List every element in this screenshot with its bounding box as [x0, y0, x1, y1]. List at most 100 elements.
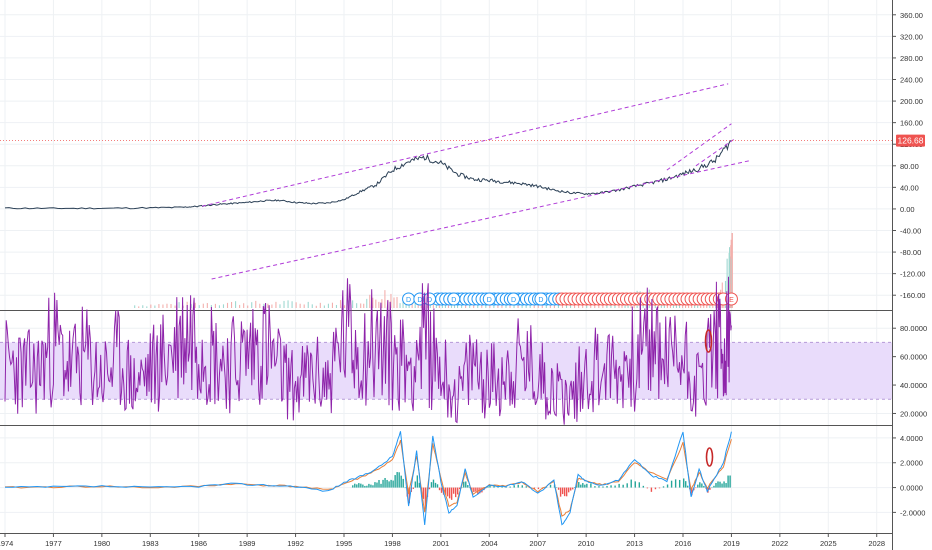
event-marker[interactable] [447, 292, 461, 306]
volume-bar [390, 293, 392, 308]
histogram-bar [687, 485, 689, 488]
volume-bar [307, 301, 309, 308]
histogram-bar [525, 486, 528, 488]
histogram-bar [563, 487, 566, 497]
y-tick-label: 0.00 [900, 205, 915, 214]
histogram-bar [517, 484, 519, 488]
time-axis[interactable]: 1974 1977 1980 1983 1986 1989 1992 1995 1998 2001… [0, 533, 885, 548]
macd-panel[interactable] [4, 431, 732, 526]
x-tick-label: 2004 [481, 539, 498, 548]
volume-bar [154, 305, 156, 308]
volume-bar [194, 302, 196, 308]
histogram-bar [654, 487, 657, 490]
histogram-bar [713, 485, 715, 488]
histogram-bar [446, 487, 449, 497]
histogram-bar [487, 486, 489, 488]
grid [0, 0, 892, 533]
volume-bar [521, 303, 523, 308]
volume-bar [339, 300, 342, 308]
y-tick-label: 0.0000 [900, 484, 923, 493]
volume-bar [235, 301, 237, 308]
histogram-bar [416, 475, 419, 488]
histogram-bar [674, 479, 677, 488]
trendline[interactable] [201, 83, 729, 207]
event-marker-label: E [729, 297, 734, 304]
histogram-bar [392, 480, 394, 488]
trendline[interactable] [666, 123, 732, 171]
last-price-badge[interactable]: 126.68 [896, 134, 925, 147]
histogram-bar [695, 487, 697, 489]
volume-bar [335, 304, 338, 308]
x-tick-label: 1983 [142, 539, 159, 548]
histogram-bar [598, 486, 600, 488]
event-marker-label: D [487, 297, 492, 304]
event-marker[interactable] [534, 292, 548, 306]
histogram-bar [394, 475, 396, 488]
histogram-bar [701, 483, 703, 488]
x-tick-label: 2016 [675, 539, 692, 548]
rsi-annotation-ellipse [704, 329, 713, 353]
volume-bar [411, 300, 413, 308]
volume-bar [134, 305, 136, 308]
volume-bar [311, 304, 313, 308]
histogram-bar [622, 484, 624, 488]
histogram-bar [727, 475, 729, 488]
x-tick-label: 2028 [868, 539, 885, 548]
volume-bar [729, 256, 731, 308]
y-tick-label: -120.00 [900, 270, 925, 279]
histogram-bar [362, 484, 364, 488]
volume-bar [549, 303, 551, 308]
trendline[interactable] [695, 138, 735, 167]
macd-line [5, 431, 732, 526]
x-tick-label: 1995 [336, 539, 353, 548]
volume-bar [251, 302, 253, 308]
event-marker-label: D [511, 297, 516, 304]
event-marker[interactable] [482, 292, 496, 306]
histogram-bar [570, 487, 572, 491]
x-tick-label: 2025 [820, 539, 837, 548]
volume-bar [174, 305, 176, 308]
x-tick-label: 1980 [94, 539, 111, 548]
histogram-bar [725, 483, 727, 488]
volume-bar [186, 301, 188, 308]
volume-bar [323, 305, 325, 308]
histogram-bar [450, 487, 453, 500]
histogram-bar [630, 479, 632, 488]
trendline[interactable] [211, 159, 751, 280]
histogram-bar [642, 485, 645, 488]
histogram-bar [703, 485, 705, 488]
histogram-bar [711, 487, 713, 489]
histogram-bar [382, 479, 384, 488]
histogram-bar [584, 484, 586, 488]
histogram-bar [658, 487, 661, 489]
histogram-bar [578, 482, 580, 488]
histogram-bar [354, 483, 356, 488]
histogram-bar [717, 481, 719, 488]
histogram-bar [565, 487, 568, 497]
trendlines[interactable] [201, 83, 751, 280]
volume-bar [239, 304, 241, 308]
rsi-panel[interactable] [0, 276, 892, 425]
histogram-bar [685, 481, 687, 488]
histogram-bar [386, 479, 388, 488]
volume-bar [226, 302, 229, 308]
histogram-bar [489, 484, 491, 488]
y-tick-label: -40.00 [900, 227, 921, 236]
histogram-bar [459, 487, 461, 490]
event-marker[interactable] [507, 292, 520, 306]
volume-bar [162, 304, 164, 308]
volume-bar [222, 304, 225, 308]
histogram-bar [709, 487, 711, 490]
histogram-bar [606, 485, 608, 488]
histogram-bar [454, 487, 457, 498]
histogram-bar [513, 485, 515, 488]
event-marker-label: D [406, 297, 411, 304]
event-marker-label: D [451, 297, 456, 304]
x-tick-label: 2007 [529, 539, 546, 548]
event-marker-label: D [538, 297, 543, 304]
volume-bar [414, 302, 416, 308]
